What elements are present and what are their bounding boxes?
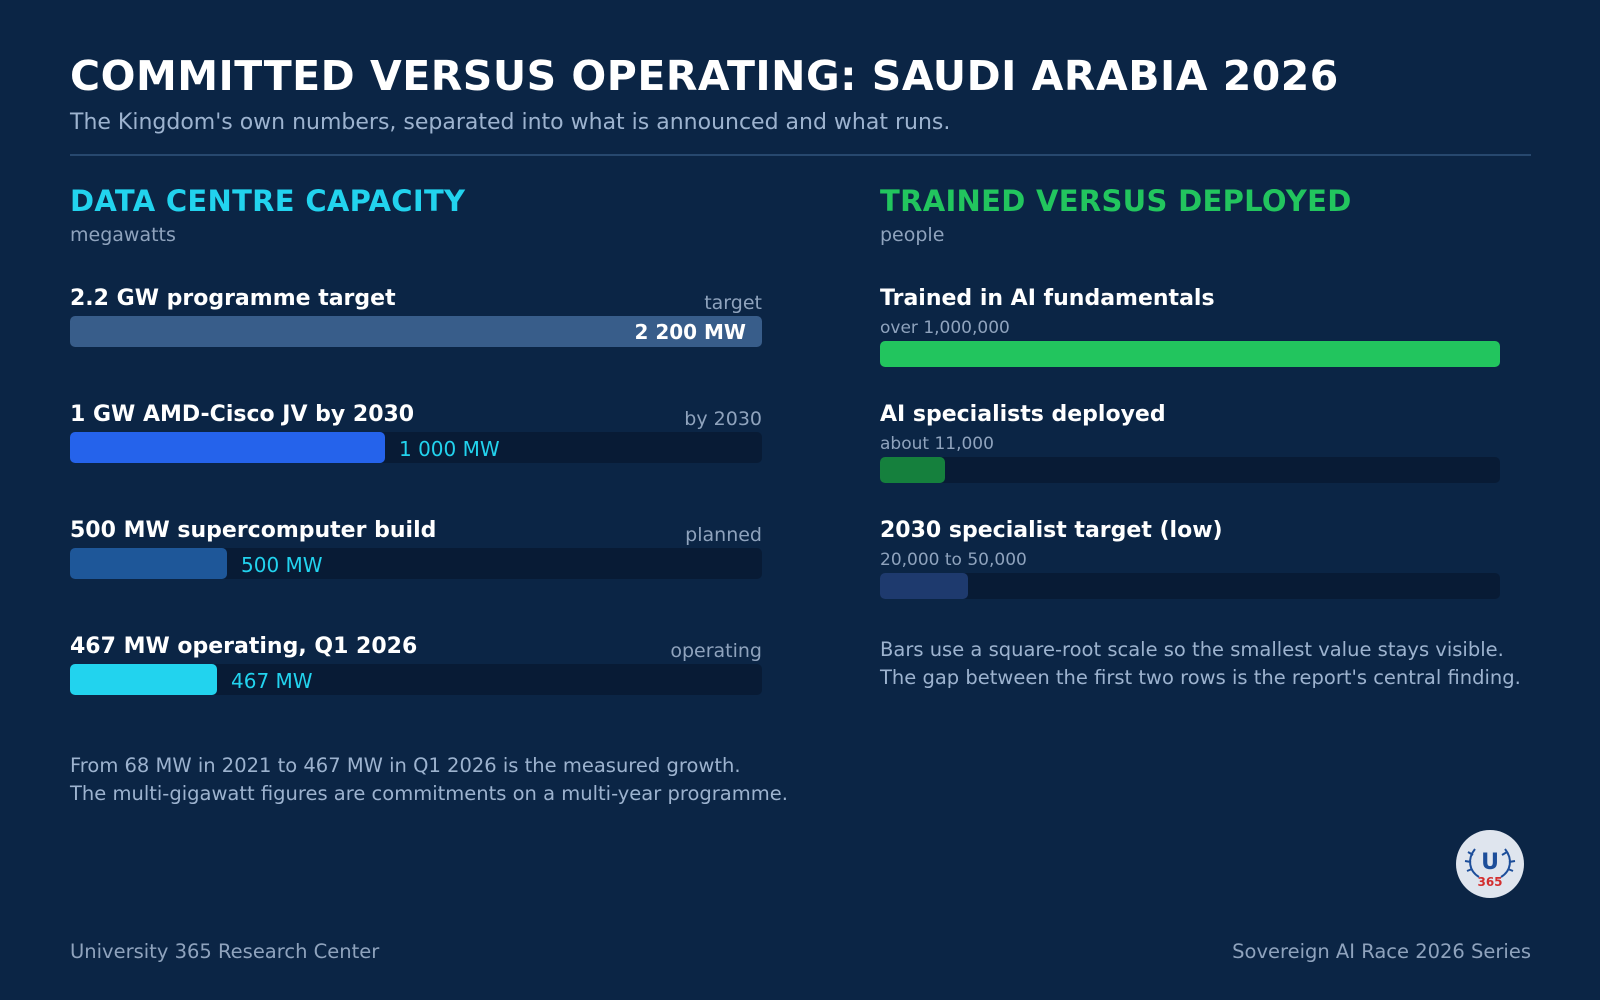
bar-sublabel: over 1,000,000 — [880, 318, 1010, 338]
capacity-note-line: The multi-gigawatt figures are commitmen… — [70, 782, 788, 805]
capacity-bar-row: 1 GW AMD-Cisco JV by 2030 by 2030 1 000 MW — [70, 402, 762, 466]
capacity-note: From 68 MW in 2021 to 467 MW in Q1 2026 … — [70, 752, 860, 808]
people-note-line: The gap between the first two rows is th… — [880, 666, 1521, 689]
bar-status-tag: by 2030 — [684, 408, 762, 430]
capacity-bar-row: 2.2 GW programme target target 2 200 MW — [70, 286, 762, 350]
bar-sublabel: about 11,000 — [880, 434, 994, 454]
bar-label: 2030 specialist target (low) — [880, 518, 1223, 543]
logo: U 365 — [1455, 829, 1525, 899]
capacity-title: DATA CENTRE CAPACITY — [70, 184, 466, 218]
bar-track — [880, 341, 1500, 367]
bar-label: AI specialists deployed — [880, 402, 1166, 427]
people-unit: people — [880, 224, 945, 246]
bar-track: 467 MW — [70, 664, 762, 695]
bar-fill — [70, 664, 217, 695]
capacity-section: DATA CENTRE CAPACITY megawatts 2.2 GW pr… — [70, 184, 788, 805]
bar-value-label: 467 MW — [231, 669, 313, 693]
bar-fill — [880, 573, 968, 599]
bar-label: Trained in AI fundamentals — [880, 286, 1215, 311]
bar-fill — [70, 316, 762, 347]
bar-status-tag: target — [704, 292, 762, 314]
capacity-bar-row: 467 MW operating, Q1 2026 operating 467 MW — [70, 634, 762, 698]
capacity-bars: 2.2 GW programme target target 2 200 MW 1 G… — [70, 286, 762, 706]
people-title: TRAINED VERSUS DEPLOYED — [880, 184, 1352, 218]
bar-label: 500 MW supercomputer build — [70, 518, 437, 543]
bar-track: 2 200 MW — [70, 316, 762, 347]
bar-status-tag: operating — [670, 640, 762, 662]
people-note: Bars use a square-root scale so the smal… — [880, 636, 1580, 692]
people-bars: Trained in AI fundamentals over 1,000,000… — [880, 286, 1500, 626]
capacity-note-line: From 68 MW in 2021 to 467 MW in Q1 2026 … — [70, 754, 741, 777]
bar-label: 467 MW operating, Q1 2026 — [70, 634, 418, 659]
header-divider — [70, 154, 1531, 156]
footer-series: Sovereign AI Race 2026 Series — [1232, 940, 1531, 963]
capacity-bar-row: 500 MW supercomputer build planned 500 MW — [70, 518, 762, 582]
bar-fill — [70, 548, 227, 579]
bar-value-label: 1 000 MW — [399, 437, 500, 461]
bar-label: 2.2 GW programme target — [70, 286, 396, 311]
bar-track: 1 000 MW — [70, 432, 762, 463]
logo-letter: U — [1481, 850, 1499, 875]
page-subtitle: The Kingdom's own numbers, separated int… — [70, 110, 951, 135]
bar-track — [880, 573, 1500, 599]
footer-credit: University 365 Research Center — [70, 940, 380, 963]
capacity-unit: megawatts — [70, 224, 176, 246]
people-note-line: Bars use a square-root scale so the smal… — [880, 638, 1504, 661]
people-bar-row: 2030 specialist target (low) 20,000 to 50… — [880, 518, 1500, 602]
bar-value-label: 2 200 MW — [634, 320, 746, 344]
bar-fill — [70, 432, 385, 463]
bar-track — [880, 457, 1500, 483]
people-bar-row: Trained in AI fundamentals over 1,000,000 — [880, 286, 1500, 370]
bar-status-tag: planned — [685, 524, 762, 546]
university-logo-icon: U 365 — [1456, 830, 1524, 898]
logo-number: 365 — [1477, 875, 1502, 889]
bar-value-label: 500 MW — [241, 553, 323, 577]
bar-sublabel: 20,000 to 50,000 — [880, 550, 1027, 570]
people-section: TRAINED VERSUS DEPLOYED people Trained i… — [880, 184, 1530, 689]
bar-track: 500 MW — [70, 548, 762, 579]
bar-fill — [880, 341, 1500, 367]
bar-label: 1 GW AMD-Cisco JV by 2030 — [70, 402, 415, 427]
bar-fill — [880, 457, 945, 483]
people-bar-row: AI specialists deployed about 11,000 — [880, 402, 1500, 486]
page-title: COMMITTED VERSUS OPERATING: SAUDI ARABIA… — [70, 52, 1339, 100]
